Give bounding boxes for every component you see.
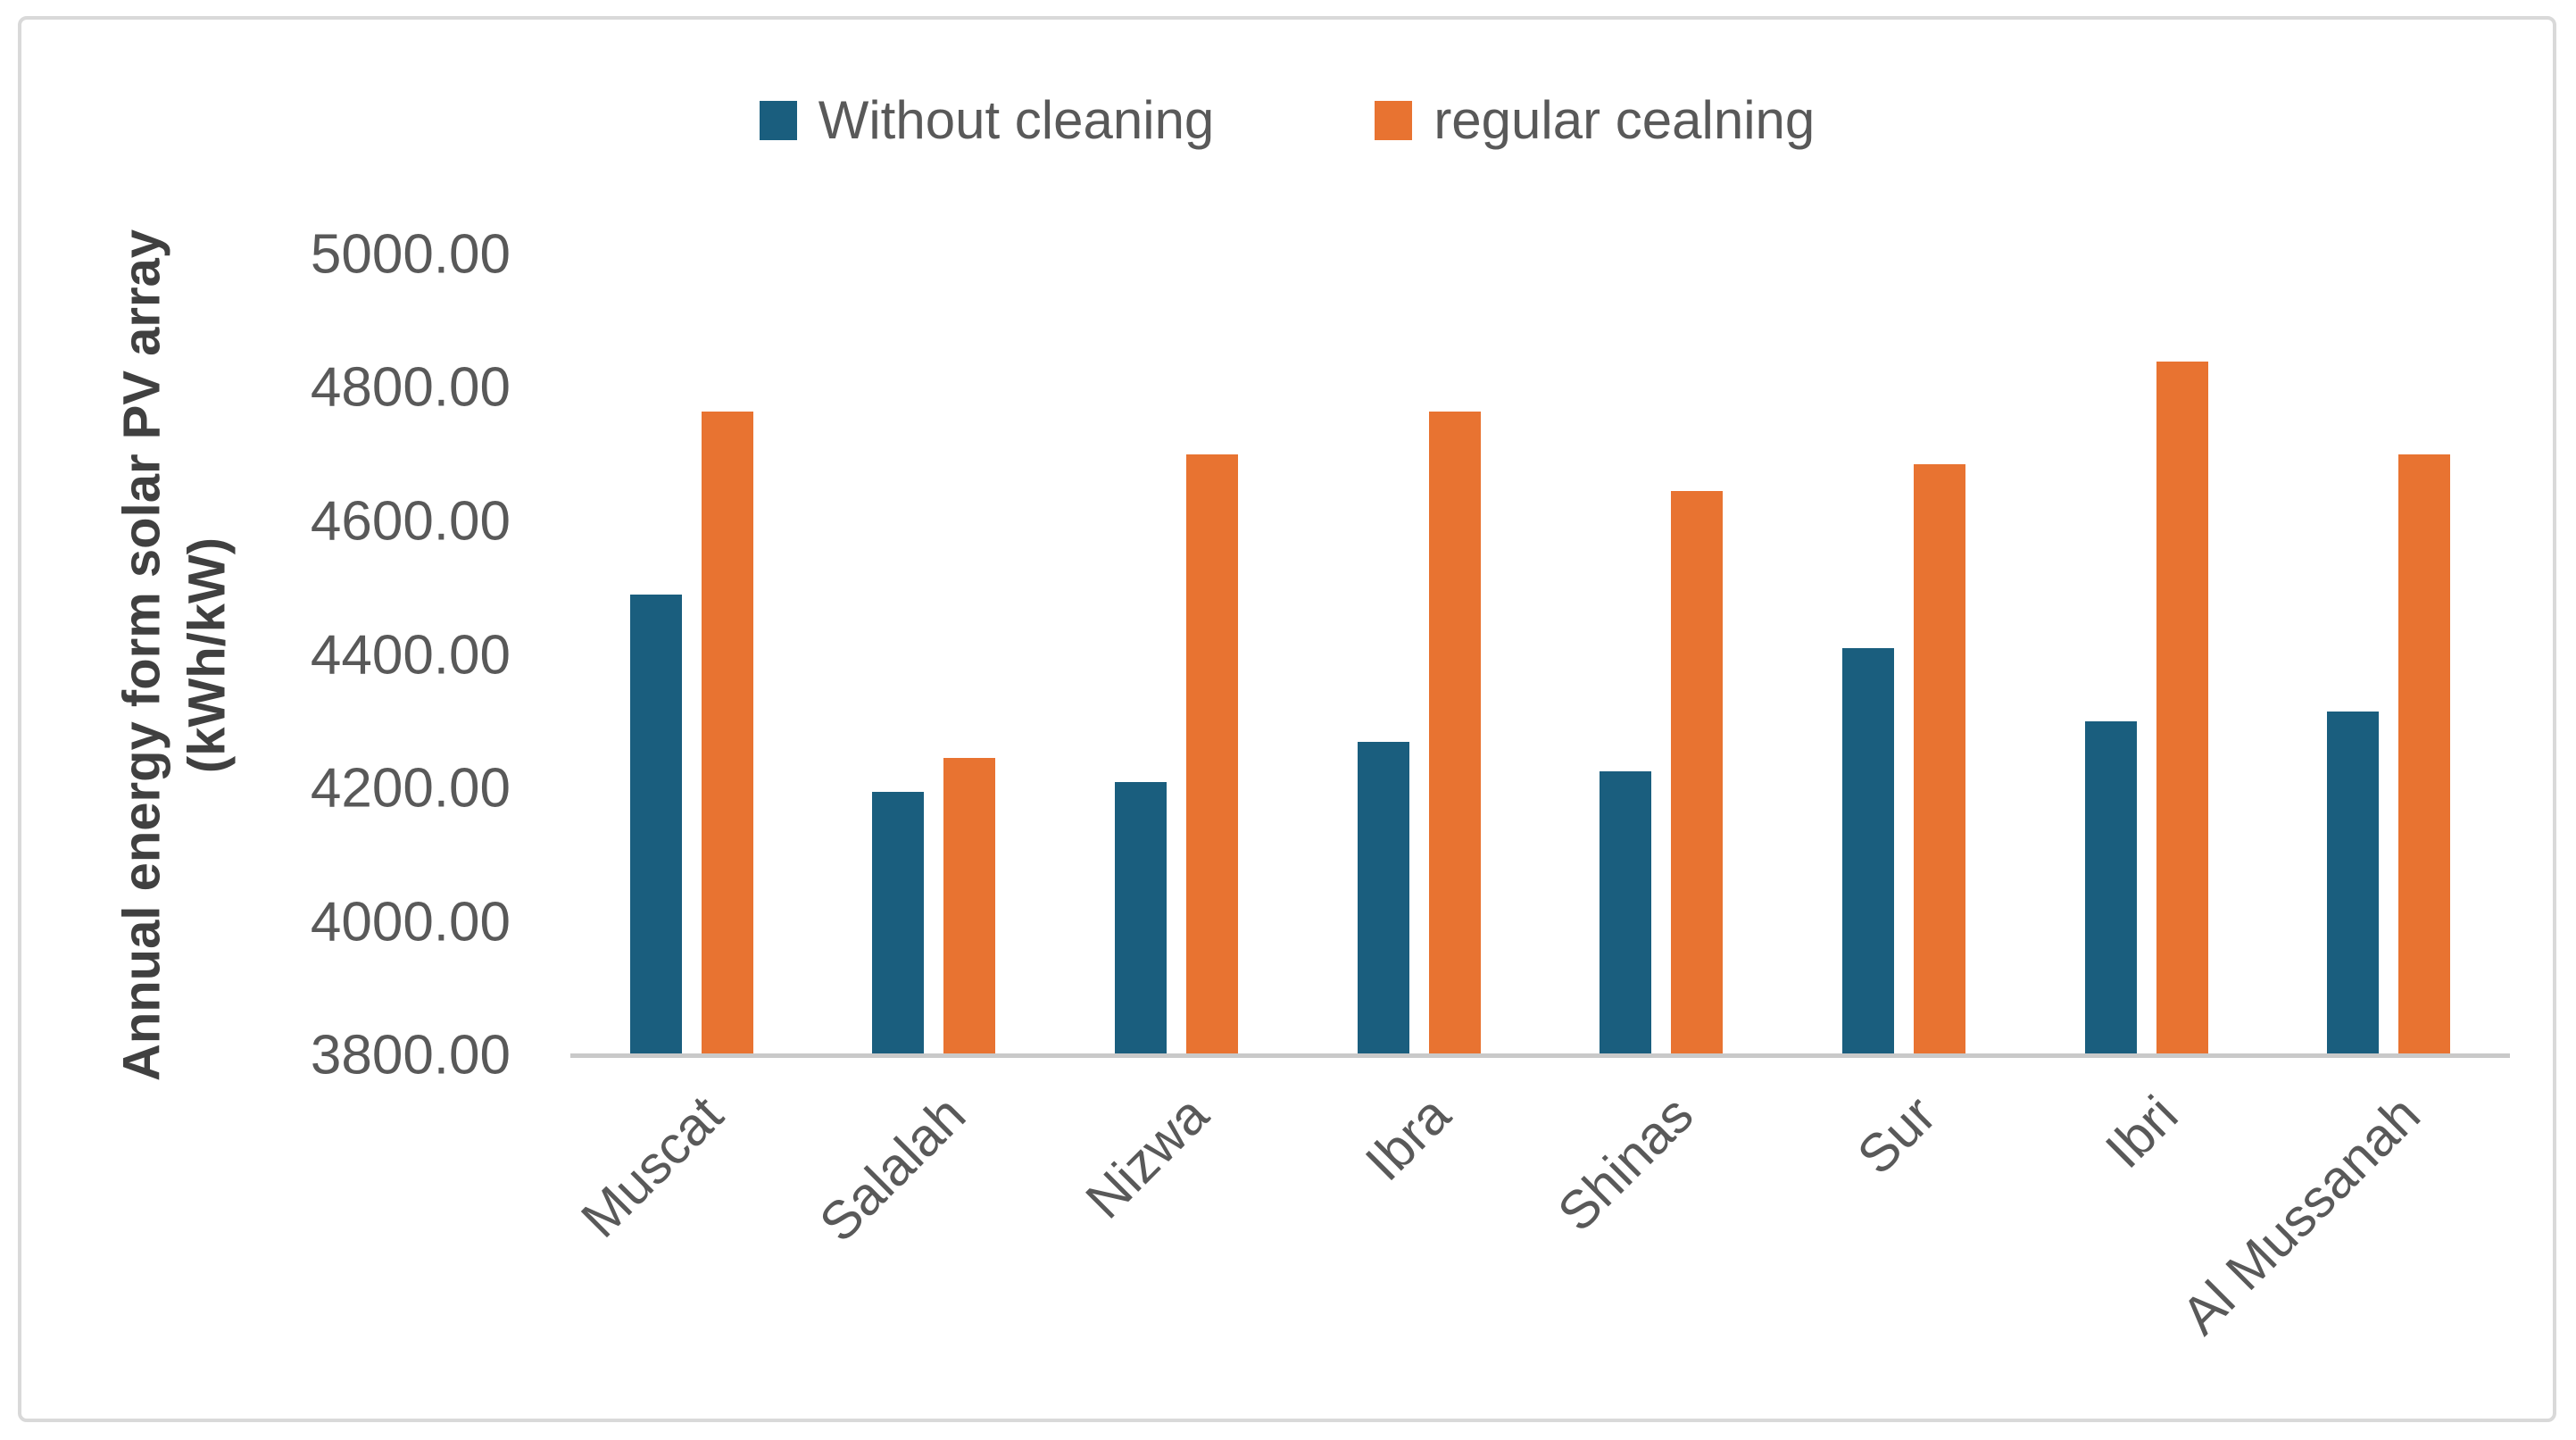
bar-group-ibri: [2025, 254, 2268, 1055]
x-label-slot: Muscat: [570, 1084, 813, 1423]
x-label-slot: Al Mussanah: [2171, 1084, 2510, 1423]
bar-regular-cealning: [943, 758, 996, 1055]
y-tick-label: 4400.00: [310, 624, 511, 686]
bar-without-cleaning: [1115, 781, 1168, 1055]
x-category-label: Nizwa: [1074, 1084, 1220, 1230]
y-tick-label: 3800.00: [310, 1024, 511, 1086]
bar-regular-cealning: [1671, 491, 1724, 1055]
bar-regular-cealning: [701, 411, 753, 1055]
bar-without-cleaning: [2327, 712, 2380, 1055]
bar-without-cleaning: [2084, 721, 2137, 1055]
bar-regular-cealning: [2156, 361, 2208, 1055]
chart-figure: Without cleaning regular cealning Annual …: [18, 16, 2556, 1422]
legend-swatch-icon: [759, 100, 797, 140]
legend: Without cleaning regular cealning: [21, 89, 2553, 151]
y-tick-label: 4000.00: [310, 891, 511, 953]
plot-area: [570, 254, 2510, 1055]
x-axis-line: [570, 1053, 2510, 1058]
x-label-slot: Salalah: [809, 1084, 1056, 1423]
y-axis-tick-labels: 5000.00 4800.00 4600.00 4400.00 4200.00 4000.…: [21, 224, 511, 1086]
x-axis-category-labels: Muscat Salalah Nizwa Ibra Shinas Sur Ibri Al Mu…: [570, 1084, 2510, 1423]
x-label-slot: Ibra: [1298, 1084, 1541, 1423]
x-category-label: Ibra: [1354, 1084, 1462, 1193]
bar-regular-cealning: [2398, 454, 2451, 1055]
x-label-slot: Sur: [1782, 1084, 2025, 1423]
y-tick-label: 4800.00: [310, 356, 511, 419]
legend-label: Without cleaning: [818, 90, 1215, 150]
bar-without-cleaning: [1600, 771, 1652, 1055]
x-category-label: Muscat: [569, 1084, 735, 1249]
bar-regular-cealning: [1428, 411, 1481, 1055]
bar-regular-cealning: [1913, 464, 1965, 1055]
y-tick-label: 4600.00: [310, 490, 511, 553]
x-category-label: Sur: [1845, 1084, 1948, 1186]
bar-group-sur: [1782, 254, 2025, 1055]
legend-item-0: Without cleaning: [759, 89, 1215, 151]
y-tick-label: 4200.00: [310, 757, 511, 820]
legend-item-1: regular cealning: [1375, 89, 1815, 151]
bar-without-cleaning: [629, 595, 682, 1055]
bar-group-ibra: [1298, 254, 1541, 1055]
bar-group-nizwa: [1055, 254, 1298, 1055]
y-tick-label: 5000.00: [310, 223, 511, 286]
x-category-label: Ibri: [2094, 1084, 2190, 1180]
x-category-label: Salalah: [808, 1084, 977, 1253]
x-label-slot: Shinas: [1541, 1084, 1783, 1423]
x-category-label: Shinas: [1546, 1084, 1705, 1243]
bar-regular-cealning: [1186, 454, 1239, 1055]
bar-group-shinas: [1541, 254, 1783, 1055]
bar-group-salalah: [813, 254, 1056, 1055]
x-label-slot: Nizwa: [1055, 1084, 1298, 1423]
bar-group-muscat: [570, 254, 813, 1055]
legend-label: regular cealning: [1433, 90, 1816, 150]
bar-without-cleaning: [1841, 648, 1894, 1055]
bar-without-cleaning: [1357, 741, 1409, 1055]
bar-group-al-mussanah: [2267, 254, 2510, 1055]
bar-without-cleaning: [872, 791, 925, 1055]
legend-swatch-icon: [1375, 100, 1413, 140]
